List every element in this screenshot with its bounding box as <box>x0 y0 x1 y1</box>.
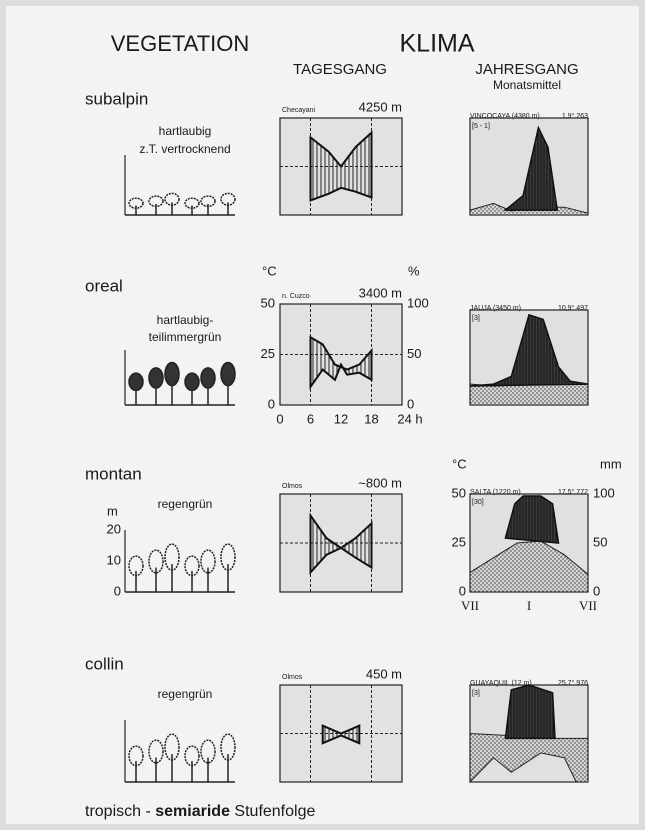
tick-label: 0 <box>276 411 283 426</box>
footer: tropisch - semiaride Stufenfolge <box>85 803 315 820</box>
station-stats: 25,7° 976 <box>558 679 588 687</box>
heading: VEGETATION <box>111 31 250 56</box>
tick-label: 0 <box>407 396 414 411</box>
tree-crown <box>149 368 163 388</box>
tick-label: VII <box>461 598 479 613</box>
station-label: JAUJA (3450 m) <box>470 305 521 312</box>
tick-label: 100 <box>593 485 615 500</box>
footer-part: semiaride <box>155 803 230 820</box>
footer-part: Stufenfolge <box>234 803 315 820</box>
station-label: Olmos <box>282 483 303 490</box>
vegetation-label: hartlaubig <box>159 124 212 138</box>
subheading: Monatsmittel <box>493 78 561 92</box>
axis-unit: mm <box>600 456 622 471</box>
tick-label: 0 <box>268 396 275 411</box>
tick-label: 50 <box>452 485 466 500</box>
tree-crown <box>185 373 199 390</box>
tick-label: 12 <box>334 411 348 426</box>
vegetation-label: teilimmergrün <box>149 330 222 344</box>
vegetation-label: z.T. vertrocknend <box>139 142 230 156</box>
station-stats: 17,5° 772 <box>558 488 588 496</box>
station-stats: 10,9° 497 <box>558 304 588 312</box>
zone-label: montan <box>85 464 142 483</box>
tick-label: 0 <box>593 583 600 598</box>
tick-label: VII <box>579 598 597 613</box>
elevation-label: 450 m <box>366 666 402 681</box>
station-stats: 1,9° 263 <box>562 112 588 120</box>
tick-label: 18 <box>364 411 378 426</box>
figure: VEGETATION KLIMA TAGESGANG JAHRESGANG Mo… <box>0 0 645 830</box>
station-label: GUAYAQUIL (12 m) <box>470 680 532 687</box>
tick-label: 50 <box>407 346 421 361</box>
station-code: [30] <box>472 499 484 506</box>
tree-crown <box>201 368 215 388</box>
zone-label: collin <box>85 654 124 673</box>
station-code: [3] <box>472 315 480 322</box>
station-label: SALTA (1220 m) <box>470 489 521 496</box>
footer-part: tropisch - <box>85 803 151 820</box>
zone-label: oreal <box>85 276 123 295</box>
tree-crown <box>221 363 235 386</box>
tick-label: 0 <box>114 583 121 598</box>
tick-label: 50 <box>261 295 275 310</box>
dry-area <box>470 384 588 405</box>
axis-unit: °C <box>262 263 277 278</box>
subheading: TAGESGANG <box>293 61 387 78</box>
vegetation-label: hartlaubig- <box>157 313 214 327</box>
vegetation-label: regengrün <box>158 497 213 511</box>
axis-unit: m <box>107 503 118 518</box>
elevation-label: 4250 m <box>359 99 402 114</box>
tick-label: 25 <box>261 346 275 361</box>
tick-label: 25 <box>452 534 466 549</box>
elevation-label: 3400 m <box>359 285 402 300</box>
tree-crown <box>129 373 143 390</box>
station-label: n. Cuzco <box>282 293 310 300</box>
station-code: [5 - 1] <box>472 123 490 130</box>
axis-unit: % <box>408 263 420 278</box>
page: {"header": {"vegetation": "VEGETATION", … <box>0 0 645 830</box>
tree-crown <box>165 363 179 386</box>
station-code: [3] <box>472 690 480 697</box>
tick-label: 10 <box>107 552 121 567</box>
station-label: VINCOCAYA (4380 m) <box>470 113 540 120</box>
tick-label: 6 <box>307 411 314 426</box>
zone-label: subalpin <box>85 89 148 108</box>
tick-label: 100 <box>407 295 429 310</box>
tick-label: 24 h <box>397 411 422 426</box>
subheading: JAHRESGANG <box>475 61 578 78</box>
station-label: Olmos <box>282 674 303 681</box>
vegetation-label: regengrün <box>158 687 213 701</box>
tick-label: 0 <box>459 583 466 598</box>
heading: KLIMA <box>399 30 474 58</box>
axis-unit: °C <box>452 456 467 471</box>
tick-label: I <box>527 598 531 613</box>
station-label: Checayani <box>282 107 316 114</box>
rain-area <box>505 685 555 738</box>
elevation-label: ~800 m <box>358 475 402 490</box>
tick-label: 20 <box>107 521 121 536</box>
tick-label: 50 <box>593 534 607 549</box>
